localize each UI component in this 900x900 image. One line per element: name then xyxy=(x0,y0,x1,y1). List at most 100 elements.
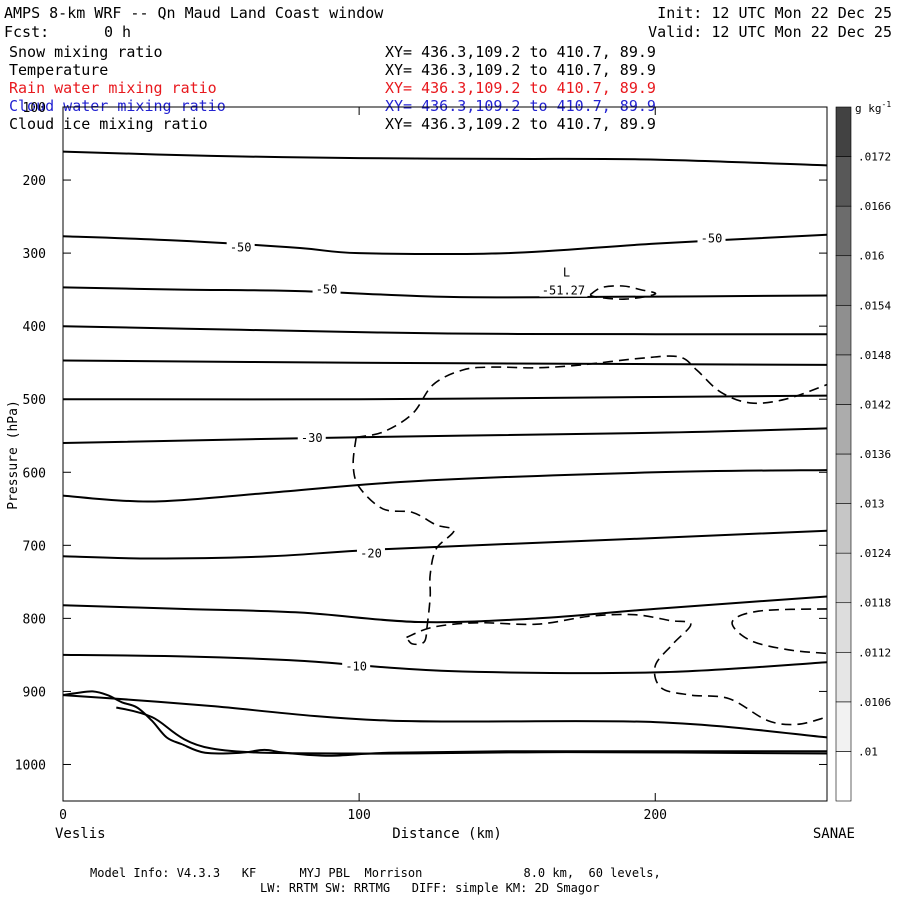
colorbar-cell-12 xyxy=(835,156,852,207)
terrain-profile xyxy=(63,690,827,757)
contour-label-bg-1 xyxy=(697,230,726,245)
cloud-dashed-contours xyxy=(352,285,827,726)
isotherm-620 xyxy=(63,469,827,503)
colorbar xyxy=(835,106,852,802)
y-axis-ticks: 100 200 300 400 500 600 700 800 900 1000 xyxy=(15,101,827,773)
colorbar-unit: g kg-1 xyxy=(855,100,891,115)
isotherm-900 xyxy=(63,694,827,739)
colorbar-ticks: .01 .0106 .0112 .0118 .0124 .013 .0136 .0142 .01… xyxy=(858,151,891,759)
isotherm-minus30 xyxy=(63,427,827,444)
contour-label-1: -50 xyxy=(701,231,723,245)
colorbar-tick-8: .0148 xyxy=(858,349,891,362)
colorbar-cell-7 xyxy=(835,404,852,455)
field-name-3: Cloud water mixing ratio xyxy=(9,97,226,115)
colorbar-cell-3 xyxy=(835,602,852,653)
contour-label-bg-3 xyxy=(297,429,326,444)
forecast-value: 0 h xyxy=(104,23,132,41)
colorbar-tick-11: .0166 xyxy=(858,200,891,213)
field-name-0: Snow mixing ratio xyxy=(9,43,163,61)
y-tick-label-100: 100 xyxy=(23,101,46,116)
field-xy-4: XY= 436.3,109.2 to 410.7, 89.9 xyxy=(385,115,656,133)
colorbar-tick-1: .0106 xyxy=(858,696,891,709)
y-tick-label-200: 200 xyxy=(23,174,46,189)
y-tick-label-900: 900 xyxy=(23,685,46,700)
colorbar-cell-2 xyxy=(835,651,852,703)
colorbar-tick-4: .0124 xyxy=(858,547,891,560)
footer-model-info: Model Info: V4.3.3 KF MYJ PBL Morrison 8… xyxy=(90,866,661,880)
plot-title: AMPS 8-km WRF -- Qn Maud Land Coast wind… xyxy=(4,4,384,22)
y-tick-label-300: 300 xyxy=(23,247,46,262)
contour-label-bg-4 xyxy=(356,545,385,560)
colorbar-cell-4 xyxy=(835,552,852,604)
contour-label-bg-5 xyxy=(342,658,371,673)
colorbar-cell-13 xyxy=(835,106,852,157)
y-tick-label-500: 500 xyxy=(23,393,46,408)
colorbar-tick-3: .0118 xyxy=(858,597,891,610)
colorbar-cell-6 xyxy=(835,453,852,504)
forecast-label: Fcst: xyxy=(4,23,50,41)
y-tick-label-700: 700 xyxy=(23,539,46,554)
field-xy-2: XY= 436.3,109.2 to 410.7, 89.9 xyxy=(385,79,656,97)
isotherm-minus10 xyxy=(63,653,827,675)
isotherm-minus20 xyxy=(63,529,827,560)
colorbar-cell-0 xyxy=(835,751,852,802)
contour-label-5: -10 xyxy=(345,660,367,674)
colorbar-cell-8 xyxy=(835,354,852,405)
x-axis-ticks: 0 100 200 xyxy=(59,107,667,823)
init-time: Init: 12 UTC Mon 22 Dec 25 xyxy=(657,4,892,22)
colorbar-tick-0: .01 xyxy=(858,745,878,758)
isotherm-top xyxy=(63,150,827,167)
x-tick-label-200: 200 xyxy=(644,808,667,823)
isotherm-minus50b xyxy=(63,286,827,299)
field-xy-0: XY= 436.3,109.2 to 410.7, 89.9 xyxy=(385,43,656,61)
colorbar-tick-2: .0112 xyxy=(858,646,891,659)
low-marker-value: -51.27 xyxy=(542,284,585,298)
y-tick-label-800: 800 xyxy=(23,612,46,627)
colorbar-tick-5: .013 xyxy=(858,498,885,511)
plot-frame xyxy=(62,106,828,802)
cloud-region-right xyxy=(731,608,827,655)
footer-physics-info: LW: RRTM SW: RRTMG DIFF: simple KM: 2D S… xyxy=(260,881,600,895)
contour-label-bg-2 xyxy=(312,281,341,296)
colorbar-cell-10 xyxy=(835,255,852,306)
colorbar-tick-7: .0142 xyxy=(858,398,891,411)
field-name-2: Rain water mixing ratio xyxy=(9,79,217,97)
colorbar-tick-9: .0154 xyxy=(858,299,891,312)
terrain-line xyxy=(63,690,827,757)
contour-label-bg-0 xyxy=(226,239,255,254)
x-axis-label: Distance (km) xyxy=(392,826,502,842)
x-endpoint-left: Veslis xyxy=(55,826,106,842)
colorbar-cell-5 xyxy=(835,503,852,554)
field-xy-3: XY= 436.3,109.2 to 410.7, 89.9 xyxy=(385,97,656,115)
field-name-1: Temperature xyxy=(9,61,109,79)
contour-label-0: -50 xyxy=(230,240,252,254)
isotherm-minus50a xyxy=(63,233,827,256)
y-tick-label-1000: 1000 xyxy=(15,758,46,773)
cloud-region-lower xyxy=(406,613,827,726)
snow-shading xyxy=(813,714,827,750)
colorbar-cell-1 xyxy=(835,701,852,752)
cloud-region-left-edge xyxy=(352,437,455,646)
isotherm-lowest xyxy=(116,706,827,755)
contour-label-3: -30 xyxy=(301,431,323,445)
low-marker-bg xyxy=(539,282,588,297)
contour-label-2: -50 xyxy=(316,283,338,297)
isotherm-500 xyxy=(63,394,827,401)
x-endpoint-right: SANAE xyxy=(813,826,855,842)
x-tick-label-0: 0 xyxy=(59,808,67,823)
isotherm-410 xyxy=(63,325,827,336)
colorbar-tick-10: .016 xyxy=(858,250,885,263)
contour-label-4: -20 xyxy=(360,546,382,560)
cloud-region-outline xyxy=(356,355,827,438)
isotherm-790 xyxy=(63,595,827,624)
low-marker-letter: L xyxy=(563,266,570,280)
y-tick-label-600: 600 xyxy=(23,466,46,481)
colorbar-tick-12: .0172 xyxy=(858,151,891,164)
field-xy-1: XY= 436.3,109.2 to 410.7, 89.9 xyxy=(385,61,656,79)
colorbar-cell-11 xyxy=(835,205,852,257)
contour-labels: -50 -50 -50 -30 -20 -10 xyxy=(226,230,726,674)
valid-time: Valid: 12 UTC Mon 22 Dec 25 xyxy=(648,23,892,41)
y-tick-label-400: 400 xyxy=(23,320,46,335)
x-tick-label-100: 100 xyxy=(347,808,370,823)
